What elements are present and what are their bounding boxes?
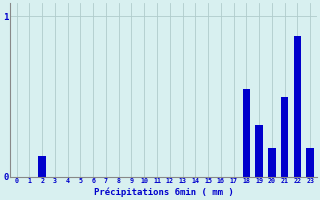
Bar bbox=[243, 89, 250, 177]
Bar bbox=[281, 97, 288, 177]
Bar bbox=[255, 125, 263, 177]
Bar bbox=[293, 36, 301, 177]
Bar bbox=[306, 148, 314, 177]
Bar bbox=[268, 148, 276, 177]
X-axis label: Précipitations 6min ( mm ): Précipitations 6min ( mm ) bbox=[93, 187, 233, 197]
Bar bbox=[38, 156, 46, 177]
